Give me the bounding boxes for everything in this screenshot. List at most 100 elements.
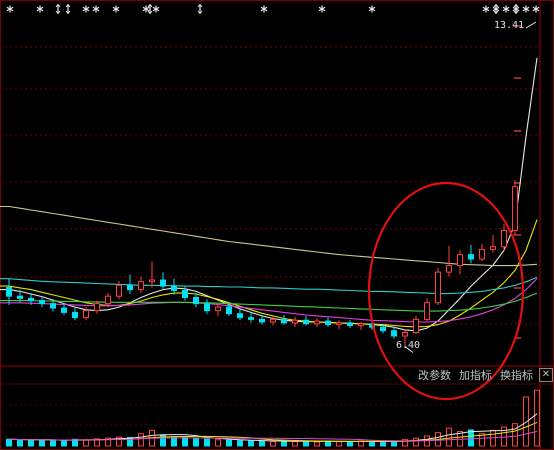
candle-body (501, 230, 507, 248)
candle (259, 315, 265, 325)
volume-bar (292, 441, 298, 447)
swap-indicator-button[interactable]: 换指标 (500, 369, 533, 382)
volume-bar (380, 441, 386, 447)
indicator-toolbar: 改参数 加指标 换指标 (418, 368, 533, 384)
candle-body (127, 284, 133, 291)
candle (479, 243, 485, 262)
ma-line (0, 276, 538, 295)
event-markers[interactable] (6, 3, 540, 15)
star-marker (36, 5, 44, 13)
volume-bar (50, 439, 56, 447)
star-stroke (142, 6, 150, 12)
star-stroke (112, 6, 120, 12)
star-marker (142, 5, 150, 13)
candle (457, 250, 463, 275)
candle-body (50, 303, 56, 309)
volume-bar (402, 438, 408, 447)
volume-bar (83, 439, 89, 447)
candle-body (215, 306, 221, 312)
updown-marker (197, 3, 203, 15)
candle (248, 313, 254, 323)
candle-body (171, 285, 177, 291)
volume-bar (72, 438, 78, 447)
candle-body (424, 302, 430, 320)
candle (83, 307, 89, 321)
candle-body (105, 295, 111, 305)
ma-line (0, 57, 538, 332)
marker-up (65, 3, 71, 8)
candle (303, 315, 309, 326)
candle-body (72, 311, 78, 319)
candle (468, 245, 474, 264)
candle-body (83, 310, 89, 319)
updown-marker (55, 3, 61, 15)
candle (336, 320, 342, 329)
candle-body (149, 279, 155, 283)
star-stroke (92, 6, 100, 12)
volume-bar (303, 440, 309, 447)
star-marker (502, 5, 510, 13)
candle (127, 274, 133, 294)
volume-bar (413, 437, 419, 447)
candle (39, 296, 45, 308)
volume-bar (138, 433, 144, 447)
price-gridlines (0, 46, 540, 426)
add-indicator-button[interactable]: 加指标 (459, 369, 492, 382)
high-price-label: 13.41 (494, 20, 525, 31)
volume-bar (127, 437, 133, 447)
change-params-button[interactable]: 改参数 (418, 369, 451, 382)
candle-body (336, 322, 342, 326)
volume-bar (468, 429, 474, 447)
volume-bar (369, 441, 375, 447)
candle (292, 316, 298, 327)
star-marker (152, 5, 160, 13)
candle-body (391, 330, 397, 337)
candle-body (435, 271, 441, 304)
star-marker (522, 5, 530, 13)
candle (116, 280, 122, 300)
candle (149, 261, 155, 288)
star-stroke (36, 6, 44, 12)
close-icon[interactable]: ✕ (539, 368, 553, 382)
candle-body (457, 254, 463, 267)
candle-body (446, 265, 452, 273)
candle-body (204, 303, 210, 312)
candle-body (402, 332, 408, 337)
candle (6, 278, 12, 305)
candle-body (292, 319, 298, 324)
candle (446, 245, 452, 277)
marker-up (493, 3, 499, 8)
star-marker (482, 5, 490, 13)
candle-body (281, 318, 287, 324)
volume-bar (28, 439, 34, 447)
star-marker (112, 5, 120, 13)
volume-bar (314, 441, 320, 447)
candle (171, 278, 177, 295)
marker-down (513, 10, 519, 15)
updown-marker (65, 3, 71, 15)
candle (50, 299, 56, 312)
candle-body (28, 297, 34, 302)
candle-body (468, 254, 474, 260)
ma-line (0, 278, 538, 323)
candlesticks (6, 21, 537, 353)
star-marker (92, 5, 100, 13)
ma-line (0, 219, 538, 328)
candle (226, 302, 232, 316)
marker-down (65, 10, 71, 15)
volume-bar (523, 396, 529, 447)
candle-body (61, 307, 67, 313)
star-marker (82, 5, 90, 13)
marker-down (147, 10, 153, 15)
candle-body (160, 279, 166, 287)
candle-body (303, 319, 309, 325)
volume-bar (479, 433, 485, 447)
volume-bar (105, 437, 111, 447)
volume-bar (336, 441, 342, 447)
candle (358, 322, 364, 330)
candle (424, 298, 430, 322)
star-stroke (152, 6, 160, 12)
volume-bar (61, 440, 67, 447)
volume-bar (116, 436, 122, 447)
candle-body (259, 318, 265, 323)
